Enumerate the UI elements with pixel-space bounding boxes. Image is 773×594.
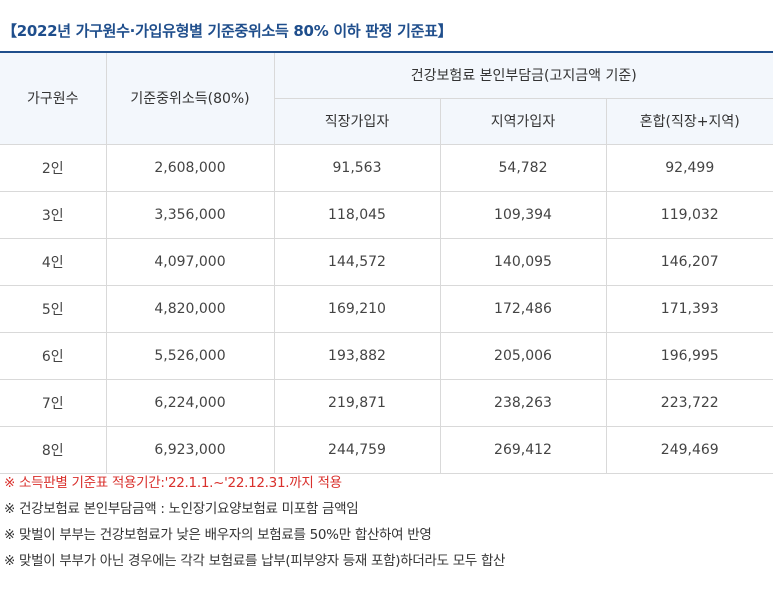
cell-household: 7인 (0, 379, 107, 427)
note-text: 맞벌이 부부는 건강보험료가 낮은 배우자의 보험료를 50%만 합산하여 반영 (19, 527, 432, 543)
cell-regional: 140,095 (440, 238, 607, 286)
income-criteria-table: 가구원수 기준중위소득(80%) 건강보험료 본인부담금(고지금액 기준) 직장… (0, 51, 773, 474)
table-row: 7인 6,224,000 219,871 238,263 223,722 (0, 379, 773, 427)
table-title: 【2022년 가구원수·가입유형별 기준중위소득 80% 이하 판정 기준표】 (2, 22, 453, 40)
note-non-dual-income: ※ 맞벌이 부부가 아닌 경우에는 각각 보험료를 납부(피부양자 등재 포함)하… (4, 548, 505, 574)
cell-workplace: 193,882 (274, 332, 441, 380)
note-mark: ※ (4, 553, 16, 569)
header-mixed: 혼합(직장+지역) (606, 98, 773, 145)
note-text: 소득판별 기준표 적용기간:'22.1.1.~'22.12.31.까지 적용 (19, 475, 342, 491)
cell-workplace: 169,210 (274, 285, 441, 333)
cell-workplace: 219,871 (274, 379, 441, 427)
cell-household: 3인 (0, 191, 107, 239)
note-premium-definition: ※ 건강보험료 본인부담금액 : 노인장기요양보험료 미포함 금액임 (4, 496, 505, 522)
cell-household: 5인 (0, 285, 107, 333)
table-row: 4인 4,097,000 144,572 140,095 146,207 (0, 238, 773, 286)
cell-regional: 205,006 (440, 332, 607, 380)
note-dual-income: ※ 맞벌이 부부는 건강보험료가 낮은 배우자의 보험료를 50%만 합산하여 반… (4, 522, 505, 548)
header-premium: 건강보험료 본인부담금(고지금액 기준) (274, 51, 773, 99)
cell-income: 6,224,000 (106, 379, 275, 427)
table-row: 8인 6,923,000 244,759 269,412 249,469 (0, 426, 773, 474)
cell-mixed: 92,499 (606, 144, 773, 192)
cell-regional: 238,263 (440, 379, 607, 427)
cell-income: 3,356,000 (106, 191, 275, 239)
header-income: 기준중위소득(80%) (106, 51, 275, 145)
cell-mixed: 171,393 (606, 285, 773, 333)
note-application-period: ※ 소득판별 기준표 적용기간:'22.1.1.~'22.12.31.까지 적용 (4, 470, 505, 496)
note-text: 맞벌이 부부가 아닌 경우에는 각각 보험료를 납부(피부양자 등재 포함)하더… (19, 553, 506, 569)
cell-income: 5,526,000 (106, 332, 275, 380)
cell-regional: 109,394 (440, 191, 607, 239)
table-row: 2인 2,608,000 91,563 54,782 92,499 (0, 144, 773, 192)
note-text: 건강보험료 본인부담금액 : 노인장기요양보험료 미포함 금액임 (19, 501, 359, 517)
cell-income: 4,097,000 (106, 238, 275, 286)
cell-workplace: 118,045 (274, 191, 441, 239)
cell-income: 4,820,000 (106, 285, 275, 333)
cell-household: 4인 (0, 238, 107, 286)
table-row: 3인 3,356,000 118,045 109,394 119,032 (0, 191, 773, 239)
header-regional: 지역가입자 (440, 98, 607, 145)
cell-household: 8인 (0, 426, 107, 474)
cell-household: 6인 (0, 332, 107, 380)
notes-list: ※ 소득판별 기준표 적용기간:'22.1.1.~'22.12.31.까지 적용 … (4, 470, 505, 574)
cell-mixed: 249,469 (606, 426, 773, 474)
cell-mixed: 196,995 (606, 332, 773, 380)
table-row: 6인 5,526,000 193,882 205,006 196,995 (0, 332, 773, 380)
cell-workplace: 91,563 (274, 144, 441, 192)
header-household: 가구원수 (0, 51, 107, 145)
cell-workplace: 244,759 (274, 426, 441, 474)
table-row: 5인 4,820,000 169,210 172,486 171,393 (0, 285, 773, 333)
note-mark: ※ (4, 501, 16, 517)
cell-regional: 269,412 (440, 426, 607, 474)
cell-mixed: 146,207 (606, 238, 773, 286)
cell-household: 2인 (0, 144, 107, 192)
cell-workplace: 144,572 (274, 238, 441, 286)
cell-income: 2,608,000 (106, 144, 275, 192)
cell-mixed: 223,722 (606, 379, 773, 427)
cell-income: 6,923,000 (106, 426, 275, 474)
cell-mixed: 119,032 (606, 191, 773, 239)
header-workplace: 직장가입자 (274, 98, 441, 145)
note-mark: ※ (4, 527, 16, 543)
cell-regional: 54,782 (440, 144, 607, 192)
note-mark: ※ (4, 475, 16, 491)
cell-regional: 172,486 (440, 285, 607, 333)
